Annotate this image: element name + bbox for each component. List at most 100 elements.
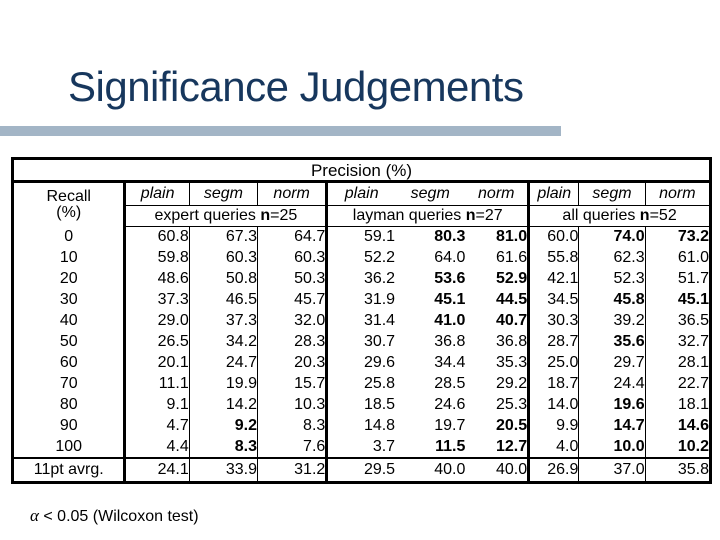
group-label: layman queries <box>352 207 466 224</box>
recall-header-line2: (%) <box>56 203 82 221</box>
value-cell: 24.1 <box>124 456 190 483</box>
recall-header: Recall (%) <box>12 181 127 227</box>
value-cell: 24.7 <box>189 352 259 374</box>
group-header-all: all queries n=52 <box>528 205 711 227</box>
value-cell: 37.3 <box>124 289 190 311</box>
subcol-header: norm <box>257 181 329 206</box>
value-cell: 40.0 <box>395 456 466 483</box>
table-row: 90 4.7 9.2 8.3 14.8 19.7 20.5 9.9 14.7 14.6 <box>12 415 711 437</box>
value-cell: 35.6 <box>578 331 646 353</box>
value-cell: 11.1 <box>124 373 190 395</box>
value-cell: 22.7 <box>677 375 709 392</box>
value-cell: 44.5 <box>465 289 531 311</box>
value-cell: 3.7 <box>372 437 396 455</box>
value-cell: 10.2 <box>677 437 709 455</box>
value-cell: 18.5 <box>363 396 396 413</box>
value-cell: 34.4 <box>434 354 466 371</box>
group-label: all queries <box>562 207 640 224</box>
value-cell: 37.3 <box>189 310 259 332</box>
value-cell: 25.0 <box>528 352 580 374</box>
value-cell: 37.0 <box>578 456 646 483</box>
value-cell: 26.9 <box>528 456 580 483</box>
precision-header-row: Precision (%) <box>12 158 711 183</box>
recall-cell: 20 <box>12 268 127 290</box>
recall-cell: 40 <box>12 310 127 332</box>
value-cell: 39.2 <box>578 310 646 332</box>
table-row: 10 59.8 60.3 60.3 52.2 64.0 61.6 55.8 62.3 61.0 <box>12 247 711 269</box>
value-cell: 64.0 <box>434 249 466 266</box>
table-row: 60 20.1 24.7 20.3 29.6 34.4 35.3 25.0 29.7 28.1 <box>12 352 711 374</box>
value-cell: 74.0 <box>578 226 646 248</box>
value-cell: 24.6 <box>434 396 466 413</box>
group-label: expert queries <box>154 207 261 224</box>
value-cell: 33.9 <box>189 456 259 483</box>
value-cell: 4.4 <box>124 436 190 458</box>
group-count: =25 <box>270 207 298 224</box>
recall-cell: 60 <box>12 352 127 374</box>
value-cell: 51.7 <box>677 270 709 287</box>
value-cell: 36.8 <box>465 331 531 353</box>
subcol-header: plain <box>124 181 190 206</box>
value-cell: 4.7 <box>124 415 190 437</box>
value-cell: 30.3 <box>528 310 580 332</box>
group-n: n <box>260 207 271 224</box>
title-accent-bar <box>0 126 561 136</box>
recall-cell: 0 <box>12 226 127 248</box>
value-cell: 10.3 <box>257 394 329 416</box>
subcol-header: segm <box>395 181 466 206</box>
value-cell: 60.3 <box>189 247 259 269</box>
subcol-header: norm <box>465 181 531 206</box>
value-cell: 28.1 <box>677 354 709 371</box>
value-cell: 20.1 <box>124 352 190 374</box>
value-cell: 40.0 <box>465 456 531 483</box>
value-cell: 28.7 <box>528 331 580 353</box>
value-cell: 62.3 <box>578 247 646 269</box>
table-row: 30 37.3 46.5 45.7 31.9 45.1 44.5 34.5 45.8 45.1 <box>12 289 711 311</box>
value-cell: 9.1 <box>124 394 190 416</box>
value-cell: 14.0 <box>528 394 580 416</box>
value-cell: 20.5 <box>465 415 531 437</box>
value-cell: 19.7 <box>434 417 466 434</box>
value-cell: 40.7 <box>465 310 531 332</box>
value-cell: 60.8 <box>124 226 190 248</box>
value-cell: 12.7 <box>465 436 531 458</box>
value-cell: 35.3 <box>465 352 531 374</box>
value-cell: 50.3 <box>257 268 329 290</box>
table-row: 20 48.6 50.8 50.3 36.2 53.6 52.9 42.1 52.3 51.7 <box>12 268 711 290</box>
value-cell: 64.7 <box>257 226 329 248</box>
value-cell: 14.6 <box>677 417 709 434</box>
value-cell: 32.0 <box>257 310 329 332</box>
value-cell: 61.0 <box>677 249 709 266</box>
value-cell: 14.2 <box>189 394 259 416</box>
value-cell: 11.5 <box>435 437 466 455</box>
value-cell: 8.3 <box>257 415 329 437</box>
value-cell: 26.5 <box>124 331 190 353</box>
value-cell: 31.2 <box>257 456 329 483</box>
value-cell: 36.5 <box>677 312 709 329</box>
value-cell: 19.9 <box>189 373 259 395</box>
value-cell: 41.0 <box>434 312 466 329</box>
value-cell: 52.9 <box>465 268 531 290</box>
value-cell: 25.8 <box>363 375 396 392</box>
group-count: =52 <box>649 207 677 224</box>
subcol-header: segm <box>189 181 259 206</box>
value-cell: 18.1 <box>677 396 709 413</box>
value-cell: 29.6 <box>363 354 396 371</box>
table-row: 70 11.1 19.9 15.7 25.8 28.5 29.2 18.7 24.4 22.7 <box>12 373 711 395</box>
value-cell: 52.2 <box>363 249 396 266</box>
value-cell: 34.2 <box>189 331 259 353</box>
group-n: n <box>465 207 476 224</box>
value-cell: 10.0 <box>578 436 646 458</box>
value-cell: 15.7 <box>257 373 329 395</box>
value-cell: 45.1 <box>677 291 709 308</box>
footnote: α < 0.05 (Wilcoxon test) <box>30 506 199 526</box>
subcolumn-header-row: Recall (%) plain segm norm plain segm no… <box>12 181 711 227</box>
table-row: 11pt avrg. 24.1 33.9 31.2 29.5 40.0 40.0 26.9 37… <box>12 456 711 483</box>
table-row: 40 29.0 37.3 32.0 31.4 41.0 40.7 30.3 39.2 36.5 <box>12 310 711 332</box>
value-cell: 59.8 <box>124 247 190 269</box>
value-cell: 28.5 <box>434 375 466 392</box>
value-cell: 30.7 <box>363 333 396 350</box>
value-cell: 7.6 <box>257 436 329 458</box>
value-cell: 61.6 <box>465 247 531 269</box>
value-cell: 8.3 <box>189 436 259 458</box>
